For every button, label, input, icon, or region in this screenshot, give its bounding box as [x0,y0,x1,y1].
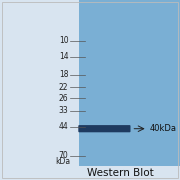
Text: 18: 18 [59,70,68,79]
Text: 14: 14 [59,52,68,61]
Text: 22: 22 [59,83,68,92]
Bar [79,0,180,166]
Text: kDa: kDa [55,158,70,166]
Text: 44: 44 [59,122,68,131]
Text: 26: 26 [59,94,68,103]
Text: Western Blot: Western Blot [87,168,154,178]
FancyBboxPatch shape [78,125,130,132]
Text: 40kDa: 40kDa [149,124,176,133]
Text: 70: 70 [59,151,68,160]
Text: 10: 10 [59,36,68,45]
Text: 33: 33 [59,106,68,115]
